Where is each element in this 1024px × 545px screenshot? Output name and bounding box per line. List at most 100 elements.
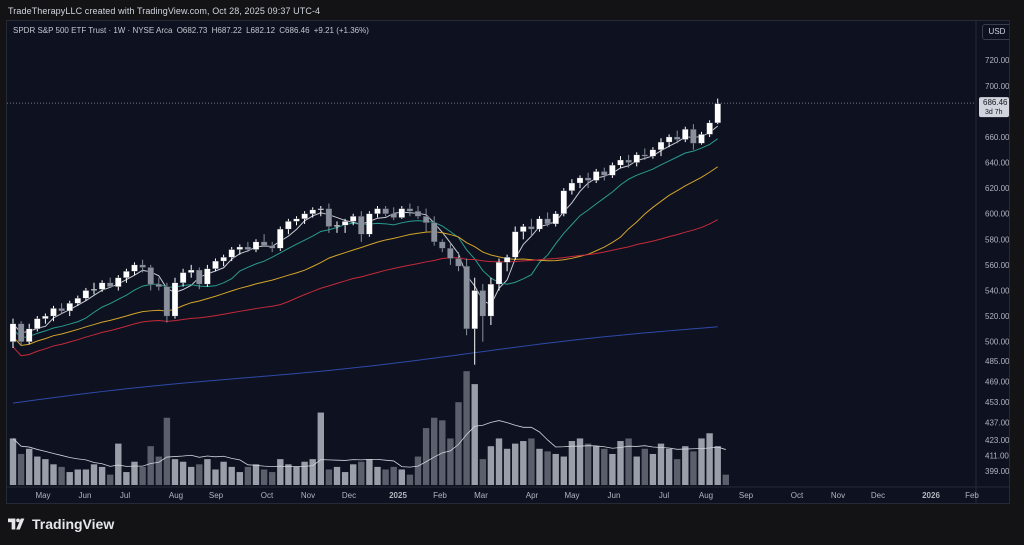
volume-bar [528,438,535,485]
volume-bar [58,466,65,485]
candle-body [228,249,235,258]
volume-bar [66,472,73,485]
volume-bar [277,459,284,485]
volume-bar [82,469,90,485]
volume-bar [9,438,17,485]
volume-bar [366,459,373,485]
candle-body [601,171,608,176]
volume-bar [471,384,478,485]
symbol-legend: SPDR S&P 500 ETF Trust · 1W · NYSE Arca … [13,26,371,35]
candle-body [609,164,616,176]
candle-body [390,213,397,218]
volume-bar [422,428,430,485]
candle-body [58,308,65,312]
candle-body [163,286,171,317]
volume-bar [503,448,511,485]
volume-bar [236,472,243,485]
last-price-label: 686.46 [983,98,1008,107]
low-value: L682.12 [246,26,276,35]
candle-body [358,216,365,235]
candlestick-chart[interactable]: 720.00700.00680.00660.00640.00620.00600.… [7,21,1009,503]
candle-body [139,264,146,268]
candle-body [341,221,349,226]
volume-bar [552,453,559,485]
candle-body [309,209,316,214]
volume-bar [163,417,171,485]
candle-body [512,231,519,258]
volume-bar [714,446,721,485]
chart-panel[interactable]: 720.00700.00680.00660.00640.00620.00600.… [6,20,1010,504]
candle-body [196,269,203,285]
candle-body [325,208,333,227]
volume-bar [722,474,729,485]
volume-bar [455,402,462,485]
candle-body [171,282,179,317]
volume-bar [649,453,657,485]
countdown-label: 3d 7h [985,109,1003,116]
candle-body [447,248,454,259]
y-tick-label: 540.00 [985,286,1009,295]
candle-body [690,129,697,144]
volume-bar [593,446,600,485]
volume-bar [674,459,681,485]
volume-bar [107,474,114,485]
x-tick-label: 2026 [922,491,940,500]
candle-body [333,225,341,227]
candle-body [665,136,673,143]
candle-body [649,149,657,157]
candle-body [568,182,576,191]
candle-body [147,267,154,285]
volume-bar [171,459,179,485]
candle-body [576,177,584,184]
y-tick-label: 700.00 [985,82,1009,91]
candle-body [350,216,357,222]
x-tick-label: Aug [169,491,183,500]
currency-button[interactable]: USD [982,24,1009,40]
volume-bar [285,464,292,485]
y-tick-label: 620.00 [985,184,1009,193]
candle-body [422,216,430,223]
candle-body [50,308,57,317]
volume-bar [90,464,98,485]
candle-body [74,298,81,304]
candle-body [495,262,503,285]
y-tick-label: 485.00 [985,357,1009,366]
x-tick-label: Feb [965,491,979,500]
candle-body [528,226,535,230]
y-tick-label: 580.00 [985,235,1009,244]
volume-bar [317,412,324,485]
candle-body [26,328,33,342]
x-tick-label: Nov [831,491,845,500]
volume-bar [665,448,673,485]
x-tick-label: Feb [433,491,447,500]
volume-ma-line [12,420,726,468]
volume-bar [228,466,235,485]
candle-body [188,269,195,273]
x-tick-label: Apr [526,491,539,500]
candle-body [82,290,90,299]
candle-body [479,290,486,317]
volume-bar [617,441,624,485]
volume-bar [269,472,276,485]
candle-body [301,213,308,219]
volume-bar [633,456,640,485]
volume-bar [17,453,25,485]
candle-body [503,257,511,263]
y-tick-label: 720.00 [985,56,1009,65]
candle-body [584,177,592,181]
sma-blue-line [12,326,718,404]
x-tick-label: Jun [79,491,92,500]
candle-body [42,315,49,319]
candle-body [398,208,405,218]
x-tick-label: Jul [659,491,669,500]
volume-bar [252,464,260,485]
volume-bar [479,459,486,485]
candle-body [252,241,260,250]
volume-bar [487,446,495,485]
candle-body [220,257,227,262]
candle-body [131,264,138,272]
x-tick-label: Oct [791,491,804,500]
candle-body [414,211,422,217]
volume-bar [706,433,713,485]
x-tick-label: Aug [699,491,713,500]
